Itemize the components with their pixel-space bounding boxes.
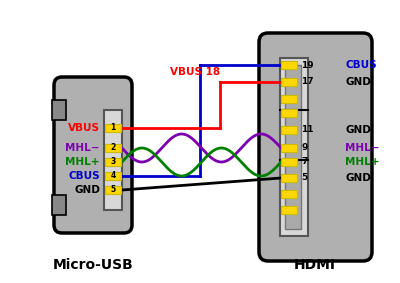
FancyBboxPatch shape — [54, 77, 132, 233]
Text: 7: 7 — [301, 158, 307, 166]
Text: GND: GND — [74, 185, 100, 195]
Text: HDMI: HDMI — [294, 258, 336, 272]
Bar — [105, 172, 121, 180]
Bar — [52, 100, 66, 120]
Bar — [281, 95, 297, 103]
Text: MHL−: MHL− — [345, 143, 380, 153]
Bar — [105, 124, 121, 132]
Text: GND: GND — [345, 77, 371, 87]
Text: 1: 1 — [110, 123, 116, 132]
Text: CBUS: CBUS — [345, 60, 377, 70]
Text: VBUS: VBUS — [68, 123, 100, 133]
Bar — [281, 158, 297, 166]
Text: 5: 5 — [301, 173, 307, 183]
Text: 11: 11 — [301, 125, 314, 134]
Bar — [281, 61, 297, 69]
Bar — [281, 174, 297, 182]
Text: Micro-USB: Micro-USB — [53, 258, 133, 272]
Text: 5: 5 — [110, 185, 116, 194]
Text: GND: GND — [345, 173, 371, 183]
Bar — [281, 78, 297, 86]
Bar — [280, 58, 308, 236]
Bar — [105, 158, 121, 166]
Bar — [104, 110, 122, 210]
Text: 19: 19 — [301, 61, 314, 70]
Text: MHL+: MHL+ — [66, 157, 100, 167]
Text: GND: GND — [345, 125, 371, 135]
Text: 2: 2 — [110, 143, 116, 153]
FancyBboxPatch shape — [259, 33, 372, 261]
Bar — [52, 195, 66, 215]
Text: MHL−: MHL− — [66, 143, 100, 153]
Bar — [281, 126, 297, 134]
Text: 9: 9 — [301, 143, 307, 153]
Bar — [281, 190, 297, 198]
Bar — [281, 109, 297, 117]
Bar — [105, 144, 121, 152]
Text: MHL+: MHL+ — [345, 157, 380, 167]
Text: 17: 17 — [301, 78, 314, 87]
Text: 3: 3 — [110, 158, 116, 166]
Bar — [285, 65, 301, 229]
Bar — [105, 186, 121, 194]
Text: 4: 4 — [110, 171, 116, 181]
Text: VBUS 18: VBUS 18 — [170, 67, 220, 77]
Bar — [281, 144, 297, 152]
Bar — [281, 206, 297, 214]
Text: CBUS: CBUS — [68, 171, 100, 181]
